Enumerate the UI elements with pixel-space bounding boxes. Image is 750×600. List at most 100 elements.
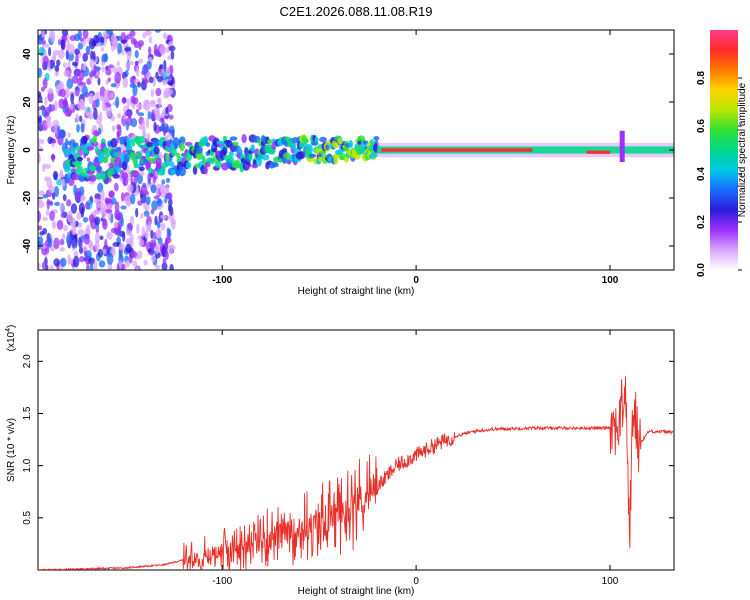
signal-blob (153, 138, 161, 147)
signal-blob (67, 140, 72, 146)
noise-blob (130, 193, 136, 205)
noise-blob (161, 262, 168, 270)
noise-blob (38, 225, 43, 231)
noise-blob (38, 236, 44, 247)
noise-blob (124, 47, 132, 52)
signal-blob (348, 140, 354, 149)
noise-blob (101, 104, 108, 112)
noise-blob (166, 192, 173, 200)
noise-blob (70, 203, 78, 214)
signal-blob (337, 137, 343, 145)
noise-blob (137, 200, 143, 206)
snr-y-axis-label: SNR (10 * v/v) (6, 418, 17, 482)
noise-blob (138, 124, 145, 130)
noise-blob (76, 212, 82, 220)
noise-blob (73, 255, 80, 268)
noise-blob (73, 184, 77, 196)
signal-blob (67, 171, 72, 179)
noise-blob (40, 244, 47, 249)
noise-blob (67, 210, 73, 223)
signal-blob (94, 146, 100, 153)
noise-blob (135, 66, 140, 77)
noise-blob (125, 243, 132, 253)
noise-blob (52, 49, 60, 56)
signal-blob (112, 173, 120, 179)
noise-blob (42, 77, 48, 89)
signal-blob (88, 174, 97, 182)
signal-blob (222, 146, 228, 156)
noise-blob (128, 112, 132, 119)
noise-blob (118, 260, 123, 270)
signal-blob (100, 172, 107, 181)
noise-blob (92, 129, 99, 137)
noise-blob (141, 226, 146, 238)
noise-blob (72, 241, 78, 249)
signal-blob (125, 137, 133, 145)
noise-blob (59, 169, 64, 178)
x-tick-label: -100 (212, 576, 232, 587)
noise-blob (93, 64, 97, 76)
noise-blob (166, 133, 172, 138)
signal-blob (205, 142, 211, 147)
noise-blob (66, 199, 72, 207)
noise-blob (111, 125, 116, 132)
noise-blob (130, 250, 138, 258)
noise-blob (85, 201, 91, 210)
signal-blob (138, 135, 146, 144)
noise-blob (160, 214, 167, 219)
noise-blob (157, 75, 163, 83)
noise-blob (66, 234, 72, 245)
noise-blob (61, 30, 69, 37)
noise-blob (110, 227, 117, 234)
noise-blob (147, 46, 152, 55)
noise-blob (108, 191, 115, 198)
signal-blob (165, 153, 170, 161)
noise-blob (81, 64, 86, 71)
noise-blob (70, 92, 75, 104)
noise-blob (153, 121, 157, 132)
noise-blob (60, 38, 65, 50)
figure-title: C2E1.2026.088.11.08.R19 (280, 4, 433, 19)
noise-blob (166, 88, 174, 96)
band-burst (619, 130, 625, 162)
noise-blob (142, 32, 147, 39)
noise-blob (117, 42, 123, 54)
spectrogram-y-ticks: -40 -20 0 20 40 (22, 48, 674, 253)
noise-blob (149, 100, 156, 108)
noise-blob (147, 111, 152, 120)
signal-blob (373, 136, 380, 141)
noise-blob (100, 189, 105, 202)
noise-blob (77, 229, 85, 236)
noise-blob (99, 235, 104, 241)
noise-blob (118, 254, 124, 264)
signal-blob (298, 151, 306, 159)
noise-blob (97, 127, 102, 135)
noise-blob (67, 254, 71, 266)
noise-blob (51, 220, 56, 230)
signal-blob (102, 157, 109, 163)
spectrogram-panel: -100 0 100 -40 -20 0 20 40 Height of straight … (6, 29, 675, 297)
spectrogram-y-axis-label: Frequency (Hz) (6, 116, 17, 185)
noise-blob (148, 76, 154, 84)
spectrogram-heatmap (38, 30, 674, 270)
noise-blob (125, 60, 131, 70)
noise-blob (41, 30, 45, 39)
noise-blob (124, 260, 130, 268)
y-tick-label: -40 (22, 238, 33, 253)
noise-blob (69, 35, 77, 42)
noise-blob (130, 117, 138, 128)
noise-blob (111, 197, 117, 205)
signal-blob (76, 156, 84, 162)
signal-blob (131, 138, 136, 147)
colorbar-tick-label: 0.8 (696, 71, 707, 85)
x-tick-label: -100 (212, 275, 232, 286)
noise-blob (66, 78, 74, 90)
noise-blob (38, 67, 43, 78)
signal-blob (307, 144, 313, 155)
noise-blob (74, 86, 80, 91)
signal-blob (136, 151, 143, 160)
noise-blob (165, 185, 170, 195)
y-tick-label: 1.0 (22, 458, 33, 472)
noise-blob (135, 103, 142, 109)
